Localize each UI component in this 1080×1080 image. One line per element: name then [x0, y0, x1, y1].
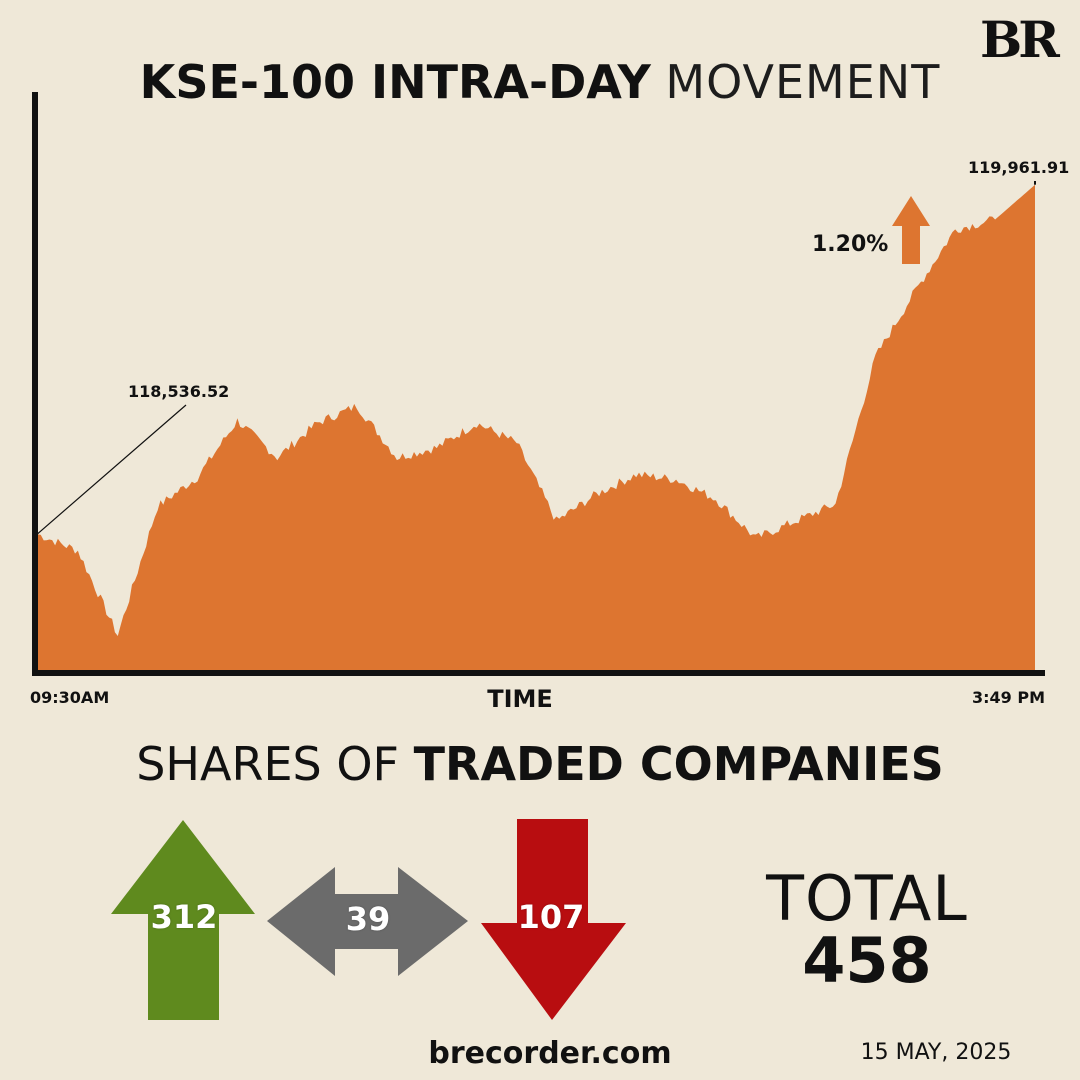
- total-value: 458: [802, 924, 932, 997]
- traded-title: SHARES OF TRADED COMPANIES: [40, 736, 1040, 792]
- advancers-count: 312: [150, 898, 218, 936]
- unchanged-count: 39: [345, 900, 391, 938]
- footer-site[interactable]: brecorder.com: [428, 1036, 672, 1071]
- x-tick-start: 09:30AM: [30, 688, 110, 707]
- total-label: TOTAL: [766, 862, 968, 935]
- brand-logo: BR: [980, 10, 1060, 69]
- end-value-label: 119,961.91: [968, 158, 1070, 177]
- decliners-down-arrow: [481, 819, 626, 1020]
- x-tick-end: 3:49 PM: [972, 688, 1046, 707]
- traded-title-bold: TRADED COMPANIES: [413, 737, 944, 791]
- advancers-up-arrow: [111, 820, 255, 1020]
- start-leader-line: [36, 404, 187, 535]
- chart-title: KSE-100 INTRA-DAY MOVEMENT: [40, 52, 1040, 112]
- chart-title-light: MOVEMENT: [665, 55, 941, 109]
- unchanged-double-arrow: [267, 867, 468, 976]
- chart-title-bold: KSE-100 INTRA-DAY: [139, 55, 651, 109]
- change-percent: 1.20%: [812, 232, 889, 257]
- change-up-arrow: [892, 196, 930, 264]
- x-axis-label: TIME: [487, 685, 553, 713]
- intraday-chart: [32, 92, 1045, 676]
- traded-title-light: SHARES OF: [136, 737, 400, 791]
- decliners-count: 107: [517, 898, 585, 936]
- footer-date: 15 MAY, 2025: [860, 1040, 1012, 1065]
- start-value-label: 118,536.52: [128, 382, 230, 401]
- index-area: [38, 184, 1035, 672]
- traded-arrows: [111, 819, 626, 1020]
